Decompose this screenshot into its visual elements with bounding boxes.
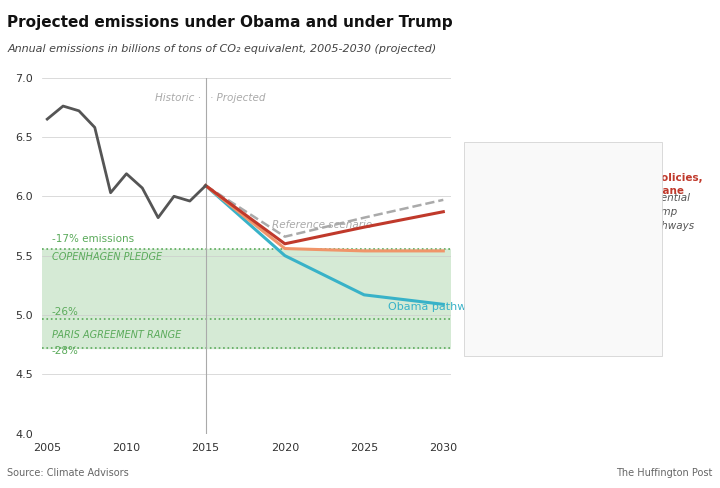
Text: · Projected: · Projected bbox=[210, 93, 266, 103]
Text: Annual emissions in billions of tons of CO₂ equivalent, 2005-2030 (projected): Annual emissions in billions of tons of … bbox=[7, 44, 436, 54]
Text: Cuts to most existing climate policies,
the Clean Power Plan and methane
perform: Cuts to most existing climate policies, … bbox=[477, 173, 703, 210]
Text: Obama pathway: Obama pathway bbox=[388, 302, 480, 312]
Text: Projected emissions under Obama and under Trump: Projected emissions under Obama and unde… bbox=[7, 15, 453, 30]
Text: Cuts to Clean Power Plan and
methane performance standards: Cuts to Clean Power Plan and methane per… bbox=[477, 256, 649, 280]
Text: -28%: -28% bbox=[52, 346, 79, 357]
Text: Potential
Trump
pathways: Potential Trump pathways bbox=[644, 193, 695, 231]
Text: Historic ·: Historic · bbox=[155, 93, 201, 103]
Text: COPENHAGEN PLEDGE: COPENHAGEN PLEDGE bbox=[52, 251, 162, 262]
Text: -17% emissions: -17% emissions bbox=[52, 234, 134, 244]
Text: -26%: -26% bbox=[52, 307, 79, 317]
Text: Reference scenario: Reference scenario bbox=[272, 220, 372, 230]
Bar bbox=[42, 248, 451, 348]
Text: Source: Climate Advisors: Source: Climate Advisors bbox=[7, 468, 129, 478]
Text: PARIS AGREEMENT RANGE: PARIS AGREEMENT RANGE bbox=[52, 330, 181, 340]
Text: The Huffington Post: The Huffington Post bbox=[616, 468, 713, 478]
